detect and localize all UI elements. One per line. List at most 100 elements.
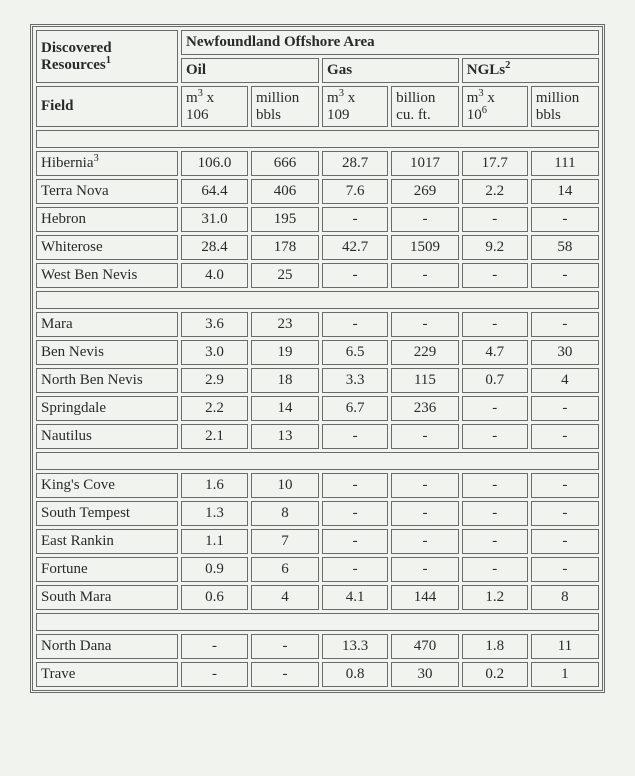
field-cell: Whiterose (36, 235, 178, 260)
header-gas: Gas (322, 58, 459, 83)
field-cell: South Mara (36, 585, 178, 610)
value-cell: 3.0 (181, 340, 248, 365)
value-cell: 8 (531, 585, 599, 610)
field-cell: Hebron (36, 207, 178, 232)
value-cell: - (531, 312, 599, 337)
value-cell: - (462, 396, 528, 421)
table-row: Whiterose28.417842.715099.258 (36, 235, 599, 260)
value-cell: 64.4 (181, 179, 248, 204)
field-cell: North Ben Nevis (36, 368, 178, 393)
value-cell: 11 (531, 634, 599, 659)
value-cell: 1017 (391, 151, 459, 176)
value-cell: - (531, 473, 599, 498)
field-cell: Nautilus (36, 424, 178, 449)
value-cell: 4.7 (462, 340, 528, 365)
value-cell: 1.3 (181, 501, 248, 526)
value-cell: 3.3 (322, 368, 388, 393)
resources-table: Discovered Resources1 Newfoundland Offsh… (33, 27, 602, 690)
spacer-row (36, 452, 599, 470)
table-row: North Dana--13.34701.811 (36, 634, 599, 659)
value-cell: 13.3 (322, 634, 388, 659)
table-row: Trave--0.8300.21 (36, 662, 599, 687)
field-name: South Tempest (41, 505, 130, 521)
value-cell: 19 (251, 340, 319, 365)
value-cell: - (322, 557, 388, 582)
value-cell: - (462, 529, 528, 554)
unit-text: million (536, 90, 579, 106)
value-cell: 0.8 (322, 662, 388, 687)
header-discovered-resources: Discovered Resources1 (36, 30, 178, 83)
header-discovered: Discovered (41, 40, 112, 56)
field-name: Mara (41, 316, 73, 332)
value-cell: 406 (251, 179, 319, 204)
field-cell: Terra Nova (36, 179, 178, 204)
value-cell: - (462, 501, 528, 526)
value-cell: 31.0 (181, 207, 248, 232)
value-cell: - (391, 312, 459, 337)
table-row: Hibernia3106.066628.7101717.7111 (36, 151, 599, 176)
value-cell: 7 (251, 529, 319, 554)
unit-ngl-m3: m3 x106 (462, 86, 528, 127)
value-cell: - (531, 424, 599, 449)
value-cell: 1.6 (181, 473, 248, 498)
field-name: Nautilus (41, 428, 92, 444)
value-cell: - (181, 662, 248, 687)
value-cell: - (391, 529, 459, 554)
field-name: South Mara (41, 589, 111, 605)
table-row: Terra Nova64.44067.62692.214 (36, 179, 599, 204)
unit-text: 106 (186, 107, 209, 123)
value-cell: - (251, 634, 319, 659)
value-cell: 28.4 (181, 235, 248, 260)
unit-gas-m3: m3 x109 (322, 86, 388, 127)
value-cell: 23 (251, 312, 319, 337)
field-cell: Ben Nevis (36, 340, 178, 365)
value-cell: 236 (391, 396, 459, 421)
value-cell: 1 (531, 662, 599, 687)
value-cell: - (391, 424, 459, 449)
value-cell: 3.6 (181, 312, 248, 337)
resources-table-outer: Discovered Resources1 Newfoundland Offsh… (30, 24, 605, 693)
field-name: Hebron (41, 211, 86, 227)
value-cell: - (462, 263, 528, 288)
value-cell: - (322, 529, 388, 554)
unit-oil-bbls: millionbbls (251, 86, 319, 127)
spacer-cell (36, 291, 599, 309)
unit-text: million (256, 90, 299, 106)
value-cell: - (462, 557, 528, 582)
field-cell: Hibernia3 (36, 151, 178, 176)
value-cell: - (531, 529, 599, 554)
value-cell: 2.1 (181, 424, 248, 449)
value-cell: - (322, 312, 388, 337)
unit-text: 10 (467, 107, 482, 123)
unit-text: 109 (327, 107, 350, 123)
value-cell: - (462, 424, 528, 449)
unit-text: x (203, 90, 214, 106)
field-name: Ben Nevis (41, 344, 104, 360)
field-name: East Rankin (41, 533, 114, 549)
spacer-row (36, 613, 599, 631)
value-cell: 144 (391, 585, 459, 610)
value-cell: - (322, 473, 388, 498)
table-row: South Tempest1.38---- (36, 501, 599, 526)
value-cell: 106.0 (181, 151, 248, 176)
value-cell: - (322, 424, 388, 449)
table-row: Springdale2.2146.7236-- (36, 396, 599, 421)
table-row: Fortune0.96---- (36, 557, 599, 582)
value-cell: 111 (531, 151, 599, 176)
header-ngls: NGLs2 (462, 58, 599, 83)
value-cell: 30 (391, 662, 459, 687)
unit-text: cu. ft. (396, 107, 431, 123)
field-cell: King's Cove (36, 473, 178, 498)
header-area: Newfoundland Offshore Area (181, 30, 599, 55)
value-cell: 229 (391, 340, 459, 365)
value-cell: - (462, 473, 528, 498)
value-cell: - (322, 263, 388, 288)
field-name: North Dana (41, 638, 111, 654)
table-body: Hibernia3106.066628.7101717.7111 Terra No… (36, 130, 599, 687)
spacer-cell (36, 452, 599, 470)
field-name: Hibernia (41, 155, 93, 171)
spacer-cell (36, 613, 599, 631)
value-cell: - (462, 207, 528, 232)
value-cell: 0.2 (462, 662, 528, 687)
value-cell: 6.5 (322, 340, 388, 365)
